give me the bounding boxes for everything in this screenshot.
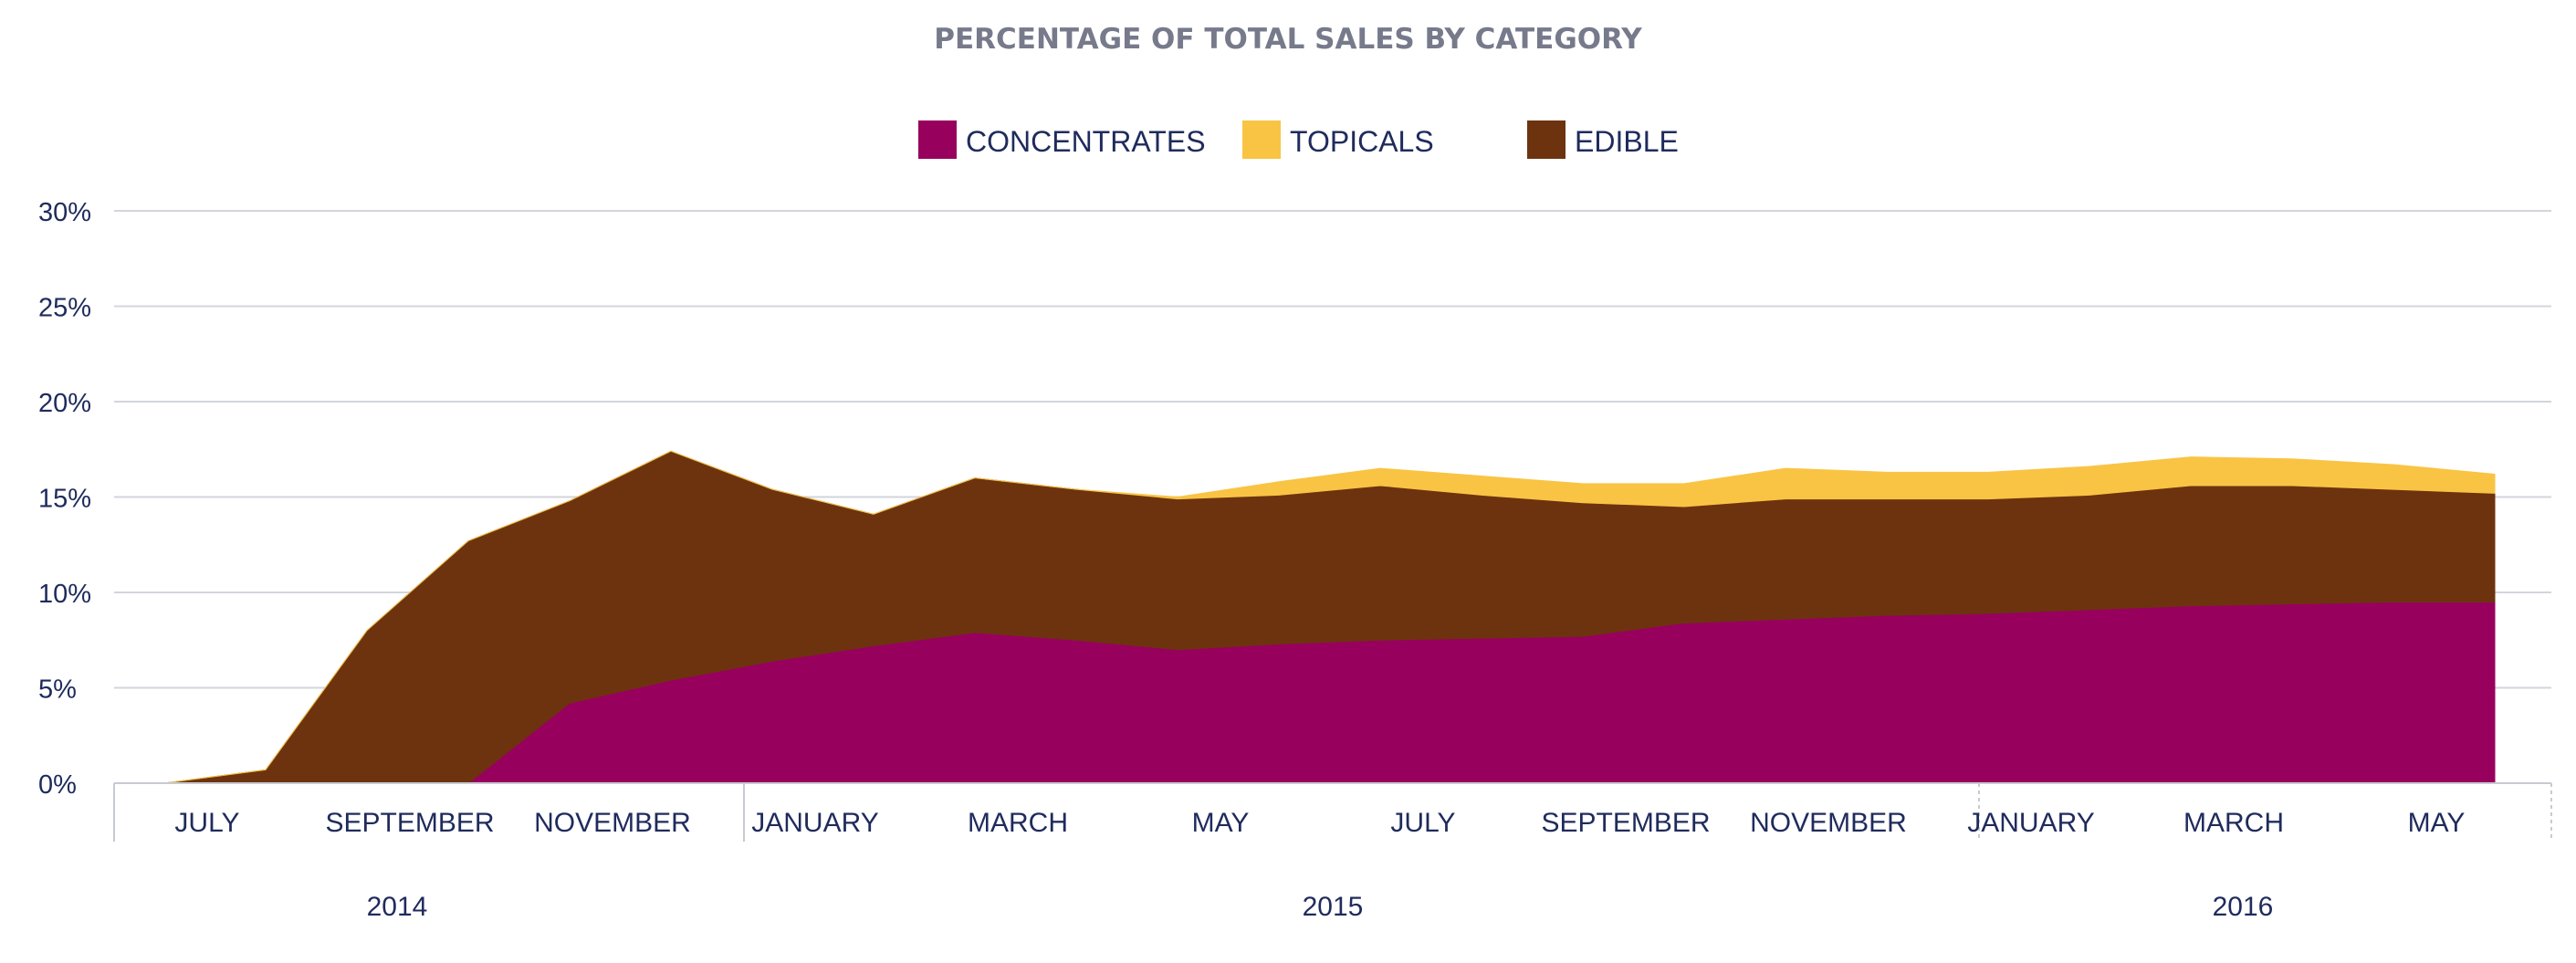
- y-tick-label: 30%: [38, 198, 91, 227]
- x-tick-label: JULY: [1390, 808, 1455, 838]
- x-tick-label: MARCH: [968, 808, 1068, 838]
- x-axis: JULY SEPTEMBER NOVEMBER JANUARY MARCH MAY JULY…: [113, 782, 2552, 922]
- y-tick-label: 25%: [38, 294, 91, 323]
- area-topicals: [163, 450, 2496, 784]
- x-tick-label: NOVEMBER: [1750, 808, 1907, 838]
- year-label: 2015: [1303, 892, 1364, 922]
- legend-swatch-topicals: [1242, 120, 1281, 159]
- x-tick-label: SEPTEMBER: [1541, 808, 1710, 838]
- y-tick-label: 0%: [38, 770, 77, 800]
- legend-swatch-edible: [1527, 120, 1565, 159]
- x-tick-label: NOVEMBER: [534, 808, 691, 838]
- year-label: 2016: [2213, 892, 2274, 922]
- x-tick-label: SEPTEMBER: [325, 808, 494, 838]
- x-tick-label: JULY: [174, 808, 239, 838]
- y-tick-label: 15%: [38, 485, 91, 514]
- x-tick-label: JANUARY: [751, 808, 878, 838]
- legend: CONCENTRATES TOPICALS EDIBLE: [918, 120, 1679, 159]
- y-tick-label: 5%: [38, 675, 77, 705]
- chart-title: PERCENTAGE OF TOTAL SALES BY CATEGORY: [934, 23, 1642, 56]
- x-tick-label: MARCH: [2183, 808, 2284, 838]
- legend-label-concentrates: CONCENTRATES: [966, 125, 1206, 158]
- legend-label-topicals: TOPICALS: [1290, 125, 1434, 158]
- x-tick-label: JANUARY: [1967, 808, 2094, 838]
- areas: [163, 450, 2496, 784]
- legend-swatch-concentrates: [918, 120, 957, 159]
- legend-label-edible: EDIBLE: [1575, 125, 1679, 158]
- y-tick-label: 20%: [38, 389, 91, 418]
- grid: 0% 5% 10% 15% 20% 25% 30%: [38, 198, 2551, 800]
- x-tick-label: MAY: [1192, 808, 1250, 838]
- year-label: 2014: [367, 892, 428, 922]
- y-tick-label: 10%: [38, 580, 91, 609]
- x-tick-label: MAY: [2408, 808, 2466, 838]
